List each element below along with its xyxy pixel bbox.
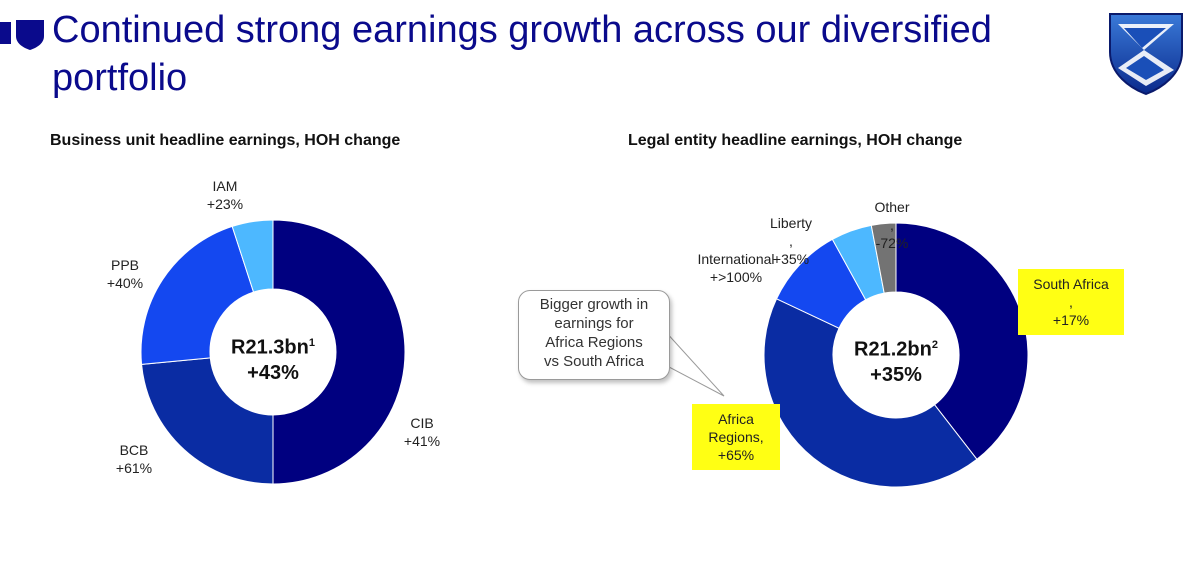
slice-name-line1: Africa: [718, 411, 754, 427]
slice-change: +>100%: [709, 269, 763, 285]
center-value-text: R21.2bn: [854, 338, 932, 361]
slice-change: +35%: [772, 251, 810, 267]
business-unit-chart-title: Business unit headline earnings, HOH cha…: [50, 132, 401, 149]
standard-bank-logo-icon: [1109, 13, 1183, 96]
center-value-text: R21.3bn: [231, 336, 309, 359]
center-change: +43%: [247, 361, 299, 384]
slice-name: CIB: [410, 415, 434, 431]
donut-slice-cib: [272, 219, 406, 485]
slice-name-change: Other, -72%: [842, 198, 942, 252]
slice-name: South Africa: [1033, 276, 1109, 292]
slice-label-cib: CIB +41%: [392, 414, 452, 450]
slice-label-africa-regions: Africa Regions, +65%: [692, 404, 780, 470]
slice-label-south-africa: South Africa, +17%: [1018, 269, 1124, 335]
chart-center-total: R21.2bn2 +35%: [816, 333, 976, 388]
page-title: Continued strong earnings growth across …: [52, 9, 992, 99]
center-value: R21.3bn1: [193, 331, 353, 361]
slice-name: BCB: [119, 442, 149, 458]
donut-slice-ppb: [140, 225, 255, 365]
slice-change: +41%: [403, 433, 441, 449]
callout-line: Bigger growth in: [539, 296, 649, 313]
legal-entity-chart-title: Legal entity headline earnings, HOH chan…: [628, 132, 963, 149]
callout-text: Bigger growth in earnings for Africa Reg…: [519, 295, 669, 371]
slice-label-international: International +>100%: [686, 250, 786, 286]
slice-name: Other: [874, 199, 910, 215]
center-change: +35%: [870, 363, 922, 386]
slice-change: +23%: [206, 196, 244, 212]
slice-name: International: [697, 251, 775, 267]
slice-change: +17%: [1052, 312, 1090, 328]
slice-change: +61%: [115, 460, 153, 476]
slice-label-liberty: Liberty, +35%: [736, 214, 846, 268]
slice-name: IAM: [212, 178, 238, 194]
slice-label-other: Other, -72%: [842, 198, 942, 252]
slice-label-ppb: PPB +40%: [95, 256, 155, 292]
slice-label-iam: IAM +23%: [190, 177, 260, 213]
slice-name: Liberty: [769, 215, 813, 231]
shield-icon: [0, 20, 44, 50]
donut-slice-iam: [231, 219, 274, 293]
center-value: R21.2bn2: [816, 333, 976, 363]
slice-name-change: South Africa,: [1022, 275, 1120, 311]
donut-slice-africa-regions: [763, 298, 978, 488]
donut-slice-bcb: [141, 357, 274, 485]
footnote-marker: 2: [931, 339, 938, 351]
slice-label-bcb: BCB +61%: [104, 441, 164, 477]
donut-slice-other: [870, 222, 897, 294]
slice-change: -72%: [875, 235, 909, 251]
slice-change: +65%: [717, 447, 755, 463]
slice-name-line2: Regions,: [708, 429, 764, 445]
callout-line: Africa Regions: [545, 334, 643, 351]
callout-box: Bigger growth in earnings for Africa Reg…: [518, 290, 670, 380]
footnote-marker: 1: [308, 337, 315, 349]
slice-name-change: Liberty, +35%: [736, 214, 846, 268]
donut-slice-south-africa: [895, 222, 1029, 461]
callout-line: vs South Africa: [543, 353, 645, 370]
callout-line: earnings for: [554, 315, 634, 332]
slice-change: +40%: [106, 275, 144, 291]
chart-center-total: R21.3bn1 +43%: [193, 331, 353, 386]
slice-name: PPB: [110, 257, 139, 273]
